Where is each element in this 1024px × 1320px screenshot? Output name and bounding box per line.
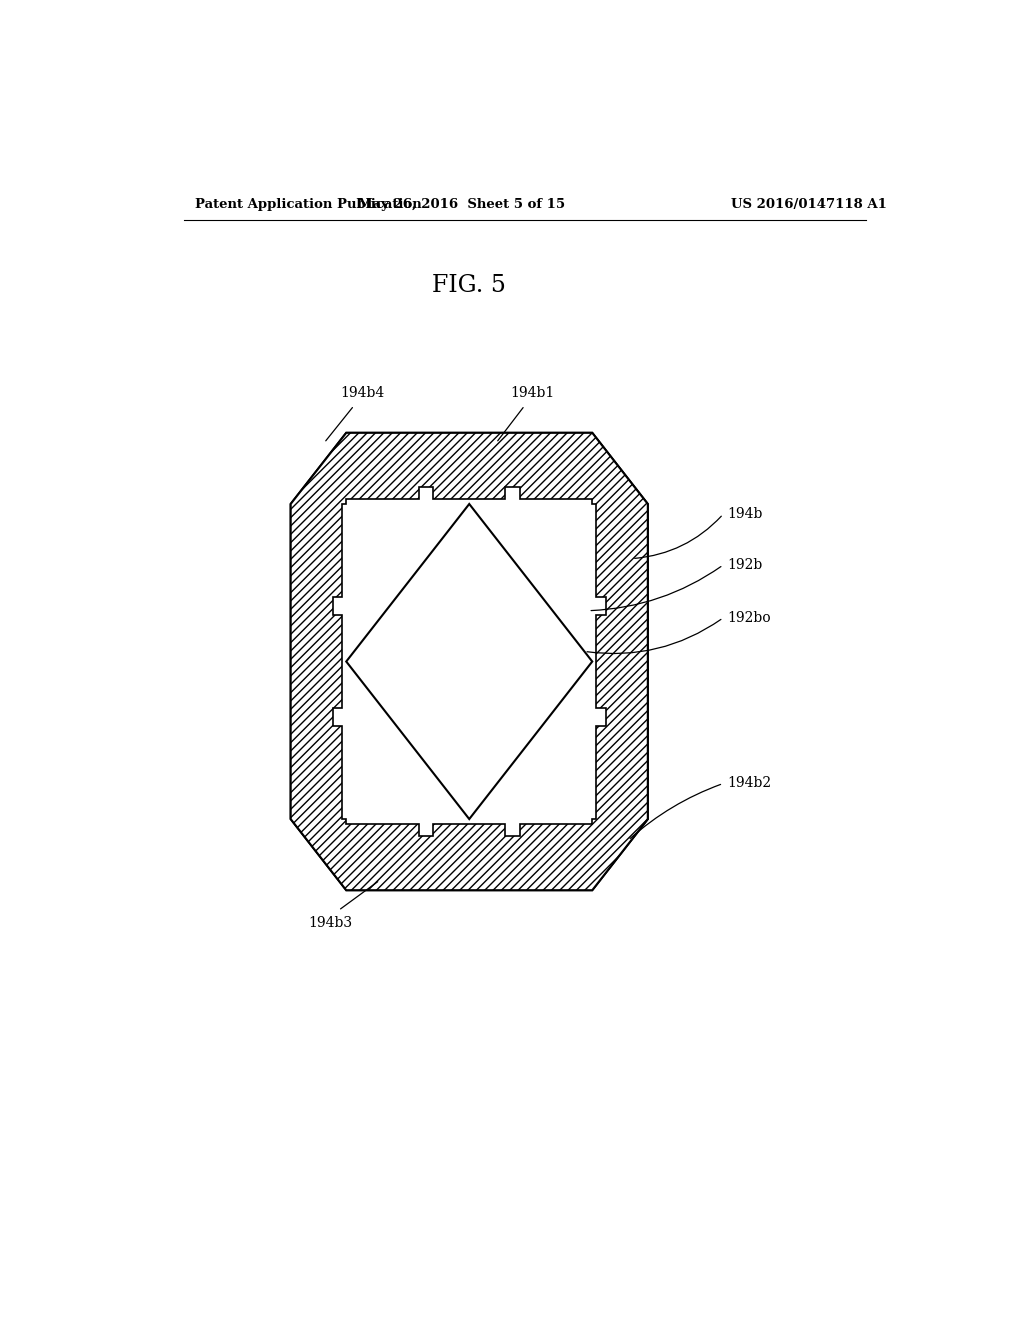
- Text: US 2016/0147118 A1: US 2016/0147118 A1: [731, 198, 887, 211]
- Text: FIG. 5: FIG. 5: [432, 275, 506, 297]
- Text: Patent Application Publication: Patent Application Publication: [196, 198, 422, 211]
- Polygon shape: [291, 433, 648, 890]
- Polygon shape: [333, 487, 606, 837]
- Text: 194b1: 194b1: [511, 387, 555, 400]
- Polygon shape: [346, 504, 592, 818]
- Polygon shape: [291, 433, 648, 890]
- Text: 192b: 192b: [727, 558, 763, 572]
- Text: May 26, 2016  Sheet 5 of 15: May 26, 2016 Sheet 5 of 15: [357, 198, 565, 211]
- Text: 194b: 194b: [727, 507, 763, 521]
- Text: 194b2: 194b2: [727, 776, 771, 791]
- Text: 194b3: 194b3: [308, 916, 352, 929]
- Text: 194b4: 194b4: [340, 387, 384, 400]
- Text: 192bo: 192bo: [727, 611, 771, 624]
